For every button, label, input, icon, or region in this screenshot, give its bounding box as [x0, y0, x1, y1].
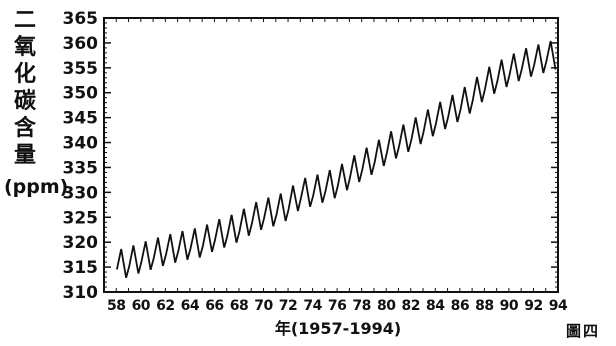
x-tick-label: 84 — [426, 298, 445, 314]
x-tick-label: 74 — [303, 298, 322, 314]
x-tick-label: 88 — [475, 298, 493, 314]
y-tick-label: 320 — [63, 233, 99, 253]
x-tick-label: 70 — [254, 298, 273, 314]
y-tick-label: 345 — [63, 109, 99, 129]
plot-axes — [103, 17, 559, 293]
plot-frame — [103, 17, 559, 293]
x-axis-ticks: 58 60 62 64 66 68 70 72 74 76 78 80 82 84 86 88 90 92 94 — [107, 18, 568, 314]
x-tick-label: 64 — [181, 298, 200, 314]
x-tick-label: 60 — [132, 298, 151, 314]
y-label-char: 含 — [13, 116, 36, 141]
x-tick-label: 78 — [352, 298, 370, 314]
x-tick-label: 94 — [549, 298, 568, 314]
x-tick-label: 76 — [328, 298, 346, 314]
x-tick-label: 72 — [279, 298, 297, 314]
x-tick-label: 58 — [107, 298, 125, 314]
y-tick-label: 360 — [63, 34, 99, 54]
y-tick-label: 315 — [63, 258, 99, 278]
y-label-char: 氧 — [13, 35, 36, 60]
x-tick-label: 82 — [402, 298, 420, 314]
y-tick-label: 330 — [63, 183, 99, 203]
y-tick-label: 325 — [63, 208, 99, 228]
y-label-unit: (ppm) — [4, 176, 69, 198]
x-tick-label: 92 — [524, 298, 542, 314]
x-tick-label: 66 — [205, 298, 223, 314]
y-label-char: 二 — [13, 8, 36, 33]
x-tick-label: 86 — [451, 298, 469, 314]
figure-label: 圖四 — [566, 322, 601, 340]
y-tick-label: 335 — [63, 158, 99, 178]
x-tick-label: 80 — [377, 298, 396, 314]
co2-line — [116, 40, 557, 278]
y-label-char: 碳 — [13, 89, 36, 114]
co2-series — [116, 40, 557, 278]
y-tick-label: 350 — [63, 84, 99, 104]
x-tick-label: 90 — [500, 298, 519, 314]
y-label-char: 化 — [13, 62, 36, 87]
y-axis-ticks: 310 315 320 325 330 335 340 345 350 355 360 365 — [63, 9, 558, 303]
x-tick-label: 68 — [230, 298, 248, 314]
y-tick-label: 365 — [63, 9, 99, 29]
x-axis-label: 年(1957-1994) — [275, 319, 401, 338]
x-tick-label: 62 — [156, 298, 174, 314]
y-tick-label: 310 — [63, 283, 99, 303]
y-label-char: 量 — [13, 143, 36, 168]
y-tick-label: 340 — [63, 134, 99, 154]
y-tick-label: 355 — [63, 59, 99, 79]
